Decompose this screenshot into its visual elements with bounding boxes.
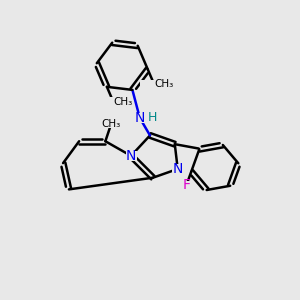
Text: N: N — [172, 162, 183, 176]
FancyBboxPatch shape — [100, 120, 123, 128]
FancyBboxPatch shape — [125, 151, 136, 160]
Text: CH₃: CH₃ — [113, 97, 132, 106]
FancyBboxPatch shape — [140, 80, 161, 88]
Text: N: N — [135, 111, 145, 125]
Text: F: F — [182, 178, 190, 193]
FancyBboxPatch shape — [172, 164, 183, 174]
Text: H: H — [147, 111, 157, 124]
Text: CH₃: CH₃ — [154, 79, 173, 89]
Text: N: N — [126, 149, 136, 163]
Text: CH₃: CH₃ — [102, 119, 121, 129]
FancyBboxPatch shape — [133, 113, 154, 123]
FancyBboxPatch shape — [106, 98, 127, 106]
FancyBboxPatch shape — [182, 182, 191, 190]
